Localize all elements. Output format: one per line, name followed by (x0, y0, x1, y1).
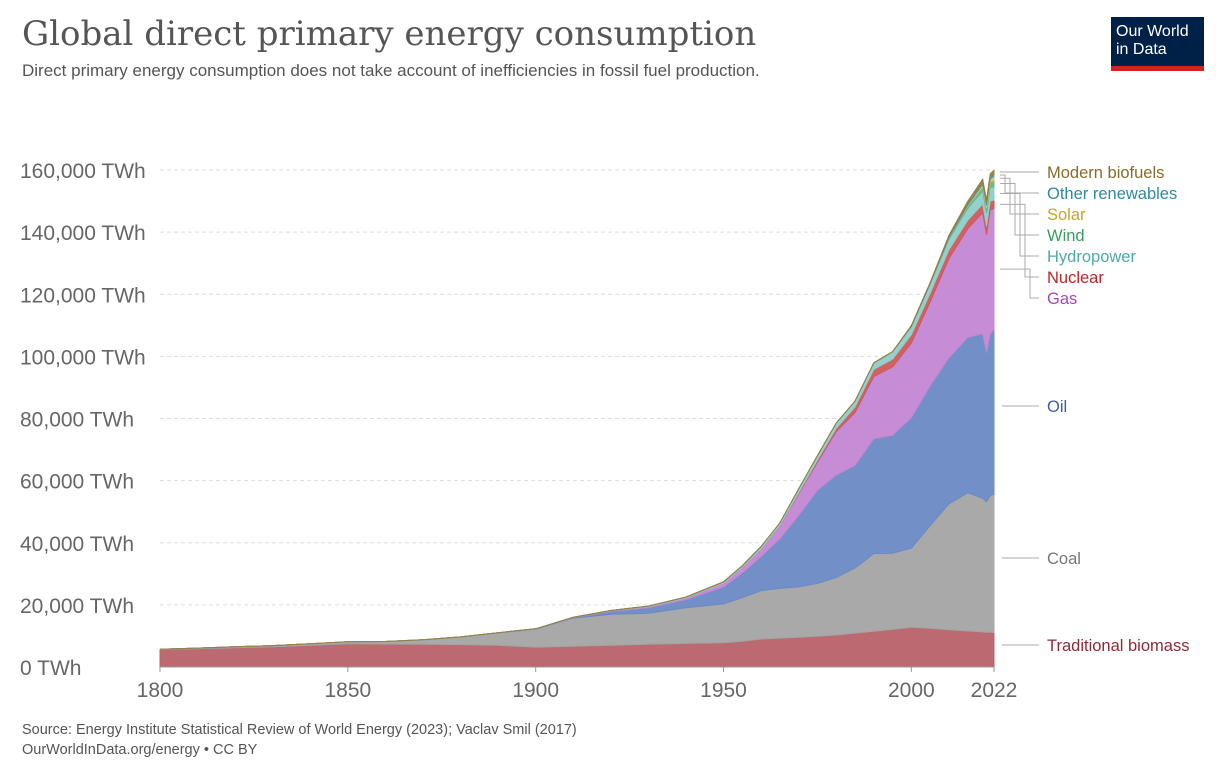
legend-label-modern-biofuels: Modern biofuels (1047, 164, 1164, 182)
y-tick-label: 0 TWh (20, 657, 81, 680)
y-tick-label: 160,000 TWh (20, 160, 146, 183)
legend-label-traditional-biomass: Traditional biomass (1047, 637, 1189, 655)
logo-line-2: in Data (1116, 41, 1167, 58)
x-tick-label: 1850 (324, 679, 371, 702)
y-tick-label: 60,000 TWh (20, 471, 134, 494)
y-tick-label: 20,000 TWh (20, 595, 134, 618)
page-subtitle: Direct primary energy consumption does n… (22, 61, 760, 80)
legend-label-coal: Coal (1047, 550, 1081, 568)
x-tick-label: 1800 (137, 679, 184, 702)
legend-label-other-renewables: Other renewables (1047, 185, 1177, 203)
legend-label-wind: Wind (1047, 227, 1085, 245)
legend-label-solar: Solar (1047, 206, 1086, 224)
x-tick-label: 1900 (512, 679, 559, 702)
y-tick-label: 40,000 TWh (20, 533, 134, 556)
page-title: Global direct primary energy consumption (22, 14, 757, 54)
legend-label-nuclear: Nuclear (1047, 269, 1104, 287)
owid-logo[interactable]: Our World in Data (1111, 17, 1204, 71)
energy-area-chart: 0 TWh 20,000 TWh 40,000 TWh 60,000 TWh 80,00… (20, 160, 1189, 702)
leader-line (1000, 203, 1039, 278)
y-tick-label: 80,000 TWh (20, 409, 134, 432)
leader-line (1000, 192, 1039, 257)
y-tick-label: 140,000 TWh (20, 222, 146, 245)
leader-line (1000, 183, 1039, 236)
legend-label-gas: Gas (1047, 290, 1077, 308)
leader-line (1000, 268, 1039, 299)
license-link[interactable]: OurWorldInData.org/energy • CC BY (22, 742, 258, 758)
x-tick-label: 1950 (700, 679, 747, 702)
legend-label-hydropower: Hydropower (1047, 248, 1136, 266)
x-tick-label: 2000 (888, 679, 935, 702)
x-tick-label: 2022 (971, 679, 1018, 702)
y-tick-label: 120,000 TWh (20, 284, 146, 307)
logo-line-1: Our World (1116, 23, 1189, 40)
leader-line (1000, 174, 1039, 194)
legend-label-oil: Oil (1047, 398, 1067, 416)
y-tick-label: 100,000 TWh (20, 346, 146, 369)
area-modern-biofuels (159, 169, 995, 650)
source-note: Source: Energy Institute Statistical Rev… (22, 722, 577, 738)
